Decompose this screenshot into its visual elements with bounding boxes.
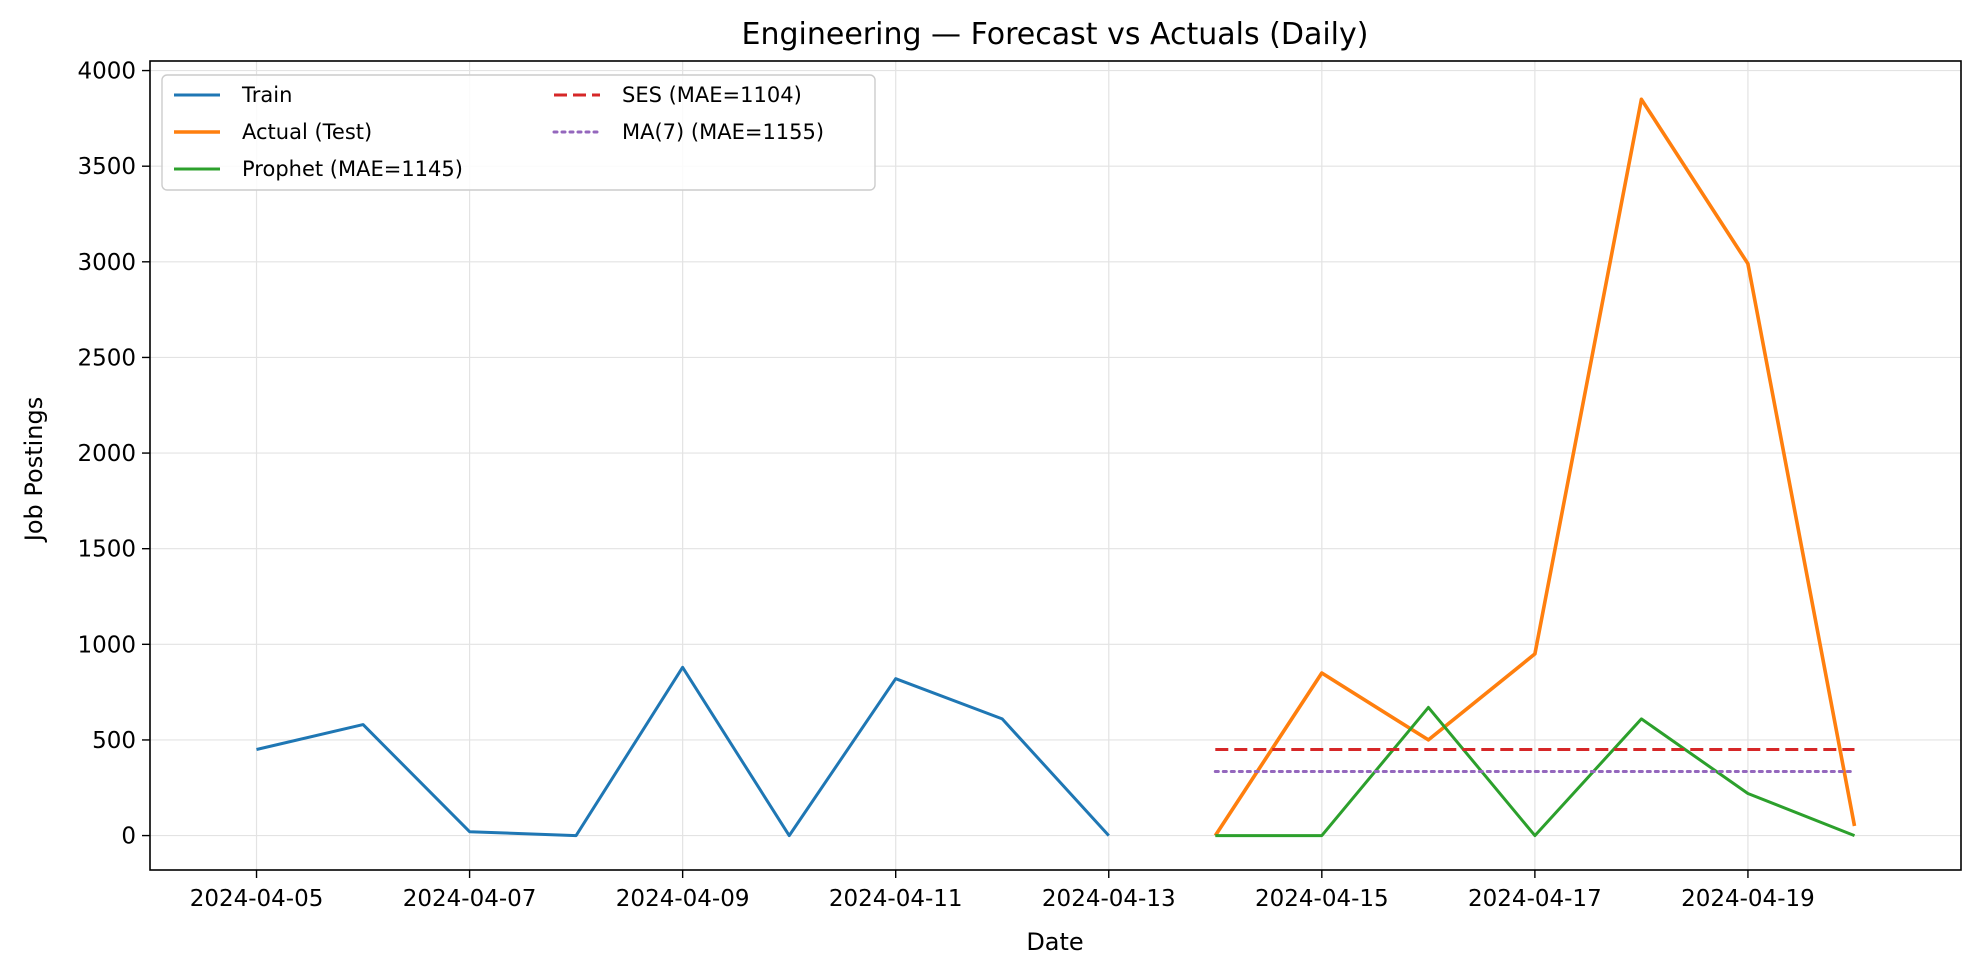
x-tick-label: 2024-04-05 [190,886,324,912]
y-tick-label: 1000 [77,632,136,658]
y-tick-label: 0 [121,824,136,850]
series-line-0 [256,665,1110,838]
legend-label: Actual (Test) [242,120,372,144]
chart-title: Engineering — Forecast vs Actuals (Daily… [742,17,1369,52]
x-tick-label: 2024-04-19 [1681,886,1815,912]
series-line-1 [1213,97,1857,837]
series-lines [256,97,1857,838]
x-tick-label: 2024-04-11 [829,886,963,912]
y-tick-label: 3000 [77,250,136,276]
legend: Train Actual (Test) Prophet (MAE=1145) SES … [161,74,876,191]
legend-label: Prophet (MAE=1145) [242,157,463,181]
y-tick-label: 3500 [77,154,136,180]
y-tick-label: 2500 [77,345,136,371]
x-tick-label: 2024-04-07 [403,886,537,912]
series-line-2 [1215,705,1856,838]
legend-label: MA(7) (MAE=1155) [622,120,824,144]
grid-lines [150,61,1961,870]
plot-frame [149,60,1962,871]
y-tick-label: 500 [92,728,136,754]
x-tick-label: 2024-04-09 [616,886,750,912]
y-tick-label: 4000 [77,59,136,85]
x-axis-label: Date [1026,928,1083,956]
axes: 2024-04-05 2024-04-07 2024-04-09 2024-04-11… [77,59,1814,912]
x-tick-label: 2024-04-17 [1468,886,1602,912]
y-axis-label: Job Postings [20,397,48,543]
y-tick-label: 2000 [77,441,136,467]
legend-box [161,74,876,191]
legend-label: SES (MAE=1104) [622,83,802,107]
legend-label: Train [241,83,292,107]
x-tick-label: 2024-04-13 [1042,886,1176,912]
y-tick-label: 1500 [77,537,136,563]
x-tick-label: 2024-04-15 [1255,886,1389,912]
